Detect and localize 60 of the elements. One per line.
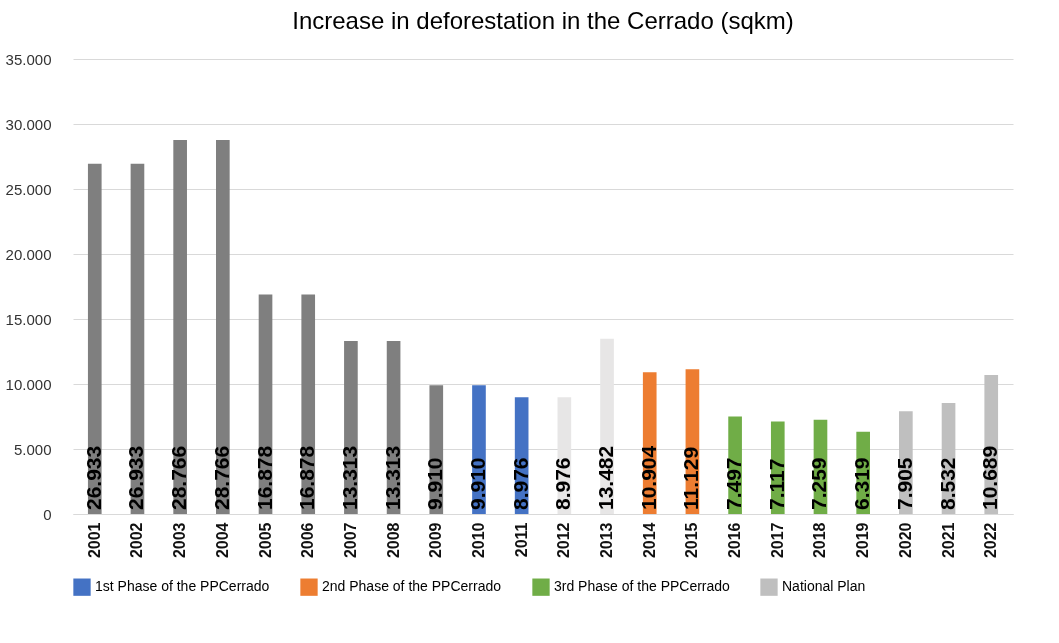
x-tick-label: 2018	[811, 522, 829, 559]
data-label: 28.766	[209, 445, 233, 510]
x-tick-label: 2003	[171, 522, 189, 559]
data-label: 7.259	[807, 457, 831, 510]
data-label: 13.313	[337, 445, 361, 510]
x-tick-label: 2007	[341, 522, 359, 559]
data-label: 13.482	[594, 445, 618, 510]
y-tick-label: 20.000	[5, 245, 52, 263]
bar	[173, 140, 187, 514]
data-label: 8.976	[551, 457, 575, 510]
y-tick-label: 25.000	[5, 180, 52, 198]
x-tick-label: 2009	[427, 522, 445, 559]
data-label: 26.933	[124, 445, 148, 510]
legend-label: National Plan	[782, 578, 866, 595]
y-tick-label: 10.000	[5, 375, 52, 393]
x-tick-label: 2010	[469, 522, 487, 559]
data-label: 26.933	[81, 445, 105, 510]
data-label: 9.910	[465, 457, 489, 510]
data-label: 8.532	[935, 457, 959, 510]
x-tick-label: 2013	[598, 522, 616, 559]
data-label: 10.904	[636, 445, 660, 510]
data-label: 16.878	[252, 445, 276, 510]
data-label: 10.689	[978, 445, 1002, 510]
data-label: 13.313	[380, 445, 404, 510]
data-label: 7.497	[722, 457, 746, 510]
x-tick-label: 2008	[384, 522, 402, 559]
x-tick-label: 2022	[982, 522, 1000, 559]
x-tick-label: 2005	[256, 522, 274, 559]
x-tick-label: 2020	[896, 522, 914, 559]
y-tick-label: 0	[43, 505, 52, 523]
data-label: 6.319	[850, 457, 874, 510]
x-tick-label: 2012	[555, 522, 573, 559]
data-label: 7.117	[764, 458, 788, 510]
data-label: 9.910	[423, 457, 447, 510]
y-tick-label: 15.000	[5, 310, 52, 328]
y-tick-label: 35.000	[5, 50, 52, 68]
legend-label: 2nd Phase of the PPCerrado	[322, 578, 502, 595]
x-tick-label: 2015	[683, 522, 701, 559]
x-tick-label: 2011	[512, 522, 530, 558]
x-tick-label: 2006	[299, 522, 317, 559]
y-tick-label: 30.000	[5, 115, 52, 133]
data-label: 7.905	[892, 457, 916, 510]
x-tick-label: 2004	[213, 522, 231, 559]
x-tick-label: 2021	[939, 522, 957, 559]
bar	[216, 140, 230, 514]
data-label: 16.878	[295, 445, 319, 510]
bar	[87, 163, 102, 514]
x-tick-label: 2002	[128, 522, 146, 559]
data-label: 28.766	[167, 445, 191, 510]
chart-title: Increase in deforestation in the Cerrado (sqkm)	[292, 7, 794, 34]
data-label: 11.129	[679, 446, 703, 510]
x-tick-label: 2001	[85, 522, 103, 559]
x-tick-label: 2016	[726, 522, 744, 559]
y-tick-label: 5.000	[13, 440, 52, 458]
x-tick-label: 2014	[640, 522, 658, 559]
legend-label: 1st Phase of the PPCerrado	[95, 578, 270, 595]
x-tick-label: 2019	[854, 522, 872, 559]
x-tick-label: 2017	[768, 522, 786, 559]
data-label: 8.976	[508, 457, 532, 510]
legend-label: 3rd Phase of the PPCerrado	[554, 578, 731, 595]
